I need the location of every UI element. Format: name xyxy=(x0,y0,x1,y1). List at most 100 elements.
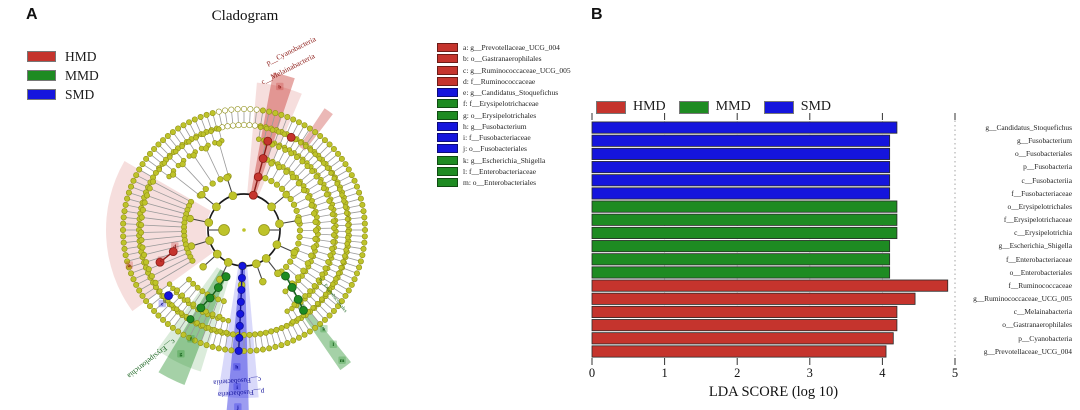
taxon-node xyxy=(345,287,352,294)
taxon-node xyxy=(348,172,355,179)
lda-bar xyxy=(591,240,891,253)
taxon-node xyxy=(338,264,344,271)
taxon-node xyxy=(308,252,315,259)
taxon-node xyxy=(342,292,349,299)
taxon-node xyxy=(209,311,216,318)
taxon-node xyxy=(287,258,294,265)
taxa-legend-item: d: f__Ruminococcaceae xyxy=(437,76,571,87)
taxon-node xyxy=(256,136,262,142)
taxon-node xyxy=(247,106,254,113)
taxon-node xyxy=(200,131,207,137)
taxon-node xyxy=(146,185,153,192)
taxon-node xyxy=(360,208,367,215)
taxon-node xyxy=(238,261,247,270)
branch-line xyxy=(148,252,189,270)
legend-label: f: f__Erysipelotrichaceae xyxy=(463,99,539,109)
axis-tick-label: 1 xyxy=(661,366,667,380)
taxon-node xyxy=(288,150,295,157)
taxa-legend-item: k: g__Escherichia_Shigella xyxy=(437,155,571,166)
taxon-node xyxy=(175,125,182,132)
lda-bar xyxy=(591,266,891,279)
legend-swatch xyxy=(437,54,458,64)
taxon-node xyxy=(331,175,337,182)
taxon-node xyxy=(215,345,222,352)
taxon-node xyxy=(323,291,329,298)
taxon-node xyxy=(161,160,168,166)
taxon-node xyxy=(321,137,328,144)
taxon-node xyxy=(209,343,216,350)
taxon-node xyxy=(128,270,135,277)
taxon-node xyxy=(289,174,297,181)
taxon-node xyxy=(308,202,315,209)
lda-bar xyxy=(591,279,949,292)
taxon-node xyxy=(293,294,303,304)
taxa-legend-item: a: g__Prevotellaceae_UCG_004 xyxy=(437,42,571,53)
legend-label: b: o__Gastranaerophilales xyxy=(463,54,542,64)
taxa-legend-item: l: f__Enterobacteriaceae xyxy=(437,166,571,177)
branch-line xyxy=(141,231,185,233)
bar-taxon-label: g__Prevotellaceae_UCG_004 xyxy=(983,346,1072,356)
taxon-node xyxy=(312,129,319,136)
taxon-node xyxy=(143,298,150,305)
taxon-node xyxy=(297,140,304,146)
bar-taxon-label: g__Candidatus_Stoquefichus xyxy=(985,123,1072,132)
taxon-node xyxy=(143,259,150,266)
axis-tick-label: 2 xyxy=(734,366,740,380)
taxon-node xyxy=(335,270,342,276)
taxon-node xyxy=(342,204,349,210)
taxon-node xyxy=(157,288,163,294)
taxon-node xyxy=(267,202,276,212)
taxon-node xyxy=(312,151,318,157)
taxon-node xyxy=(307,147,314,153)
legend-label: g: o__Erysipelotrichales xyxy=(463,110,537,120)
taxon-node xyxy=(215,108,222,115)
taxon-node xyxy=(273,181,281,188)
taxon-letter-box xyxy=(233,383,241,391)
taxon-letter-box xyxy=(234,403,242,410)
taxon-node xyxy=(294,154,300,161)
taxon-node xyxy=(221,272,231,282)
legend-label: i: f__Fusobacteriaceae xyxy=(463,133,531,143)
bar-taxon-label: o__Erysipelotrichales xyxy=(1007,201,1072,211)
taxon-node xyxy=(330,307,337,314)
legend-label: SMD xyxy=(800,99,832,114)
taxon-node xyxy=(212,249,222,259)
taxon-node xyxy=(303,143,309,149)
taxon-node xyxy=(248,190,258,200)
branch-line xyxy=(182,163,207,190)
legend-label: d: f__Ruminococcaceae xyxy=(463,76,536,86)
taxon-node xyxy=(359,201,366,208)
taxon-node xyxy=(269,127,276,133)
group-legend-item: SMD xyxy=(27,85,99,104)
wedge-label: p__Fusobacteria xyxy=(217,387,265,398)
bar-taxon-label: f__Erysipelotrichaceae xyxy=(1003,215,1072,225)
taxon-node xyxy=(190,152,197,159)
legend-label: k: g__Escherichia_Shigella xyxy=(463,155,546,165)
taxon-node xyxy=(141,251,148,258)
axis-tick-label: 0 xyxy=(589,366,595,380)
taxon-node xyxy=(295,316,301,322)
taxon-node xyxy=(322,265,329,272)
taxon-node xyxy=(212,202,221,212)
lda-bar xyxy=(591,305,898,319)
legend-swatch xyxy=(437,121,458,131)
taxon-node xyxy=(186,276,192,283)
legend-swatch xyxy=(437,166,458,176)
taxon-node xyxy=(169,129,176,136)
taxon-node xyxy=(342,161,349,168)
taxon-node xyxy=(174,287,181,294)
taxon-node xyxy=(281,131,288,137)
significant-branch xyxy=(284,275,305,311)
taxon-node xyxy=(309,168,316,175)
taxa-legend-item: m: o__Enterobacteriales xyxy=(437,177,571,188)
taxon-node xyxy=(169,324,176,331)
bar-taxon-label-column: g__Candidatus_Stoquefichus g__Fusobacteri… xyxy=(956,121,1072,358)
taxon-node xyxy=(335,150,342,157)
taxon-node xyxy=(225,317,232,324)
taxon-node xyxy=(326,198,333,204)
taxa-key-legend: a: g__Prevotellaceae_UCG_004 b: o__Gastra… xyxy=(437,42,571,188)
taxon-node xyxy=(120,239,127,246)
taxon-node xyxy=(339,192,345,198)
taxon-node xyxy=(329,211,336,218)
group-legend-panel-a: HMD MMD SMD xyxy=(27,47,99,104)
